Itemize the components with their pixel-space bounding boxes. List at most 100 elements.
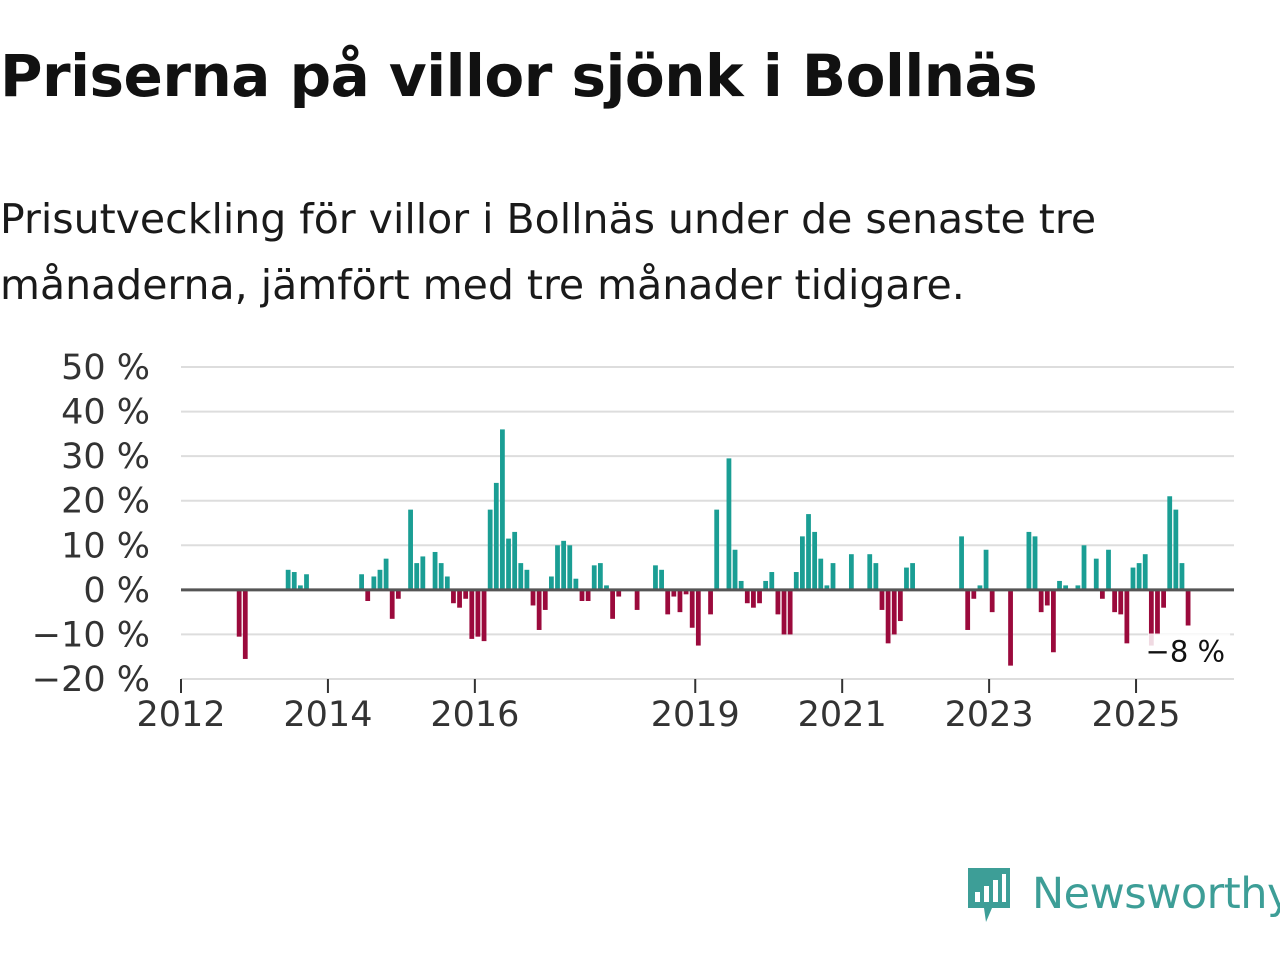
bar bbox=[304, 574, 309, 590]
bar bbox=[738, 580, 744, 590]
bar bbox=[512, 531, 518, 590]
annotations: −20 % −10 %0 % 10 %20 % 30 %40 % 50 % 2012 201… bbox=[32, 348, 1231, 735]
bar-series bbox=[236, 429, 1191, 666]
bar bbox=[506, 538, 511, 590]
bar bbox=[444, 576, 450, 590]
bar bbox=[769, 572, 775, 590]
bar bbox=[420, 556, 426, 590]
bar bbox=[689, 589, 695, 628]
bar bbox=[561, 540, 567, 590]
bar bbox=[989, 589, 995, 613]
bar bbox=[297, 585, 303, 590]
bar bbox=[616, 589, 622, 597]
bar bbox=[1179, 563, 1185, 590]
bar bbox=[469, 589, 475, 639]
bar bbox=[1106, 549, 1111, 590]
bar bbox=[1155, 589, 1160, 635]
bar bbox=[677, 589, 683, 613]
bar bbox=[365, 589, 371, 601]
bar bbox=[549, 576, 554, 590]
bar bbox=[1051, 589, 1056, 653]
bar bbox=[714, 509, 720, 590]
bar bbox=[781, 589, 787, 635]
bar bbox=[291, 572, 297, 590]
bar bbox=[1038, 589, 1044, 613]
x-tick-label: 2025 bbox=[1092, 695, 1181, 735]
x-tick-label: 2021 bbox=[798, 695, 887, 735]
bar bbox=[873, 563, 879, 590]
bar bbox=[708, 589, 713, 615]
bar bbox=[1185, 589, 1191, 626]
bar bbox=[383, 558, 389, 590]
bar bbox=[530, 589, 536, 606]
bar bbox=[1136, 563, 1142, 590]
bar bbox=[1161, 589, 1166, 608]
y-tick-label: 30 % bbox=[61, 437, 150, 477]
bar bbox=[671, 589, 677, 597]
bar bbox=[971, 589, 977, 599]
bar bbox=[463, 589, 469, 599]
x-tick-label: 2023 bbox=[945, 695, 1034, 735]
bar bbox=[787, 589, 793, 635]
bar bbox=[408, 509, 413, 590]
bar bbox=[524, 569, 530, 590]
bar bbox=[1112, 589, 1118, 613]
bar bbox=[1148, 589, 1154, 646]
bar bbox=[1008, 589, 1013, 666]
bar bbox=[965, 589, 971, 630]
gridlines bbox=[181, 366, 1234, 680]
x-tick-label: 2019 bbox=[651, 695, 740, 735]
bar bbox=[591, 565, 597, 590]
y-tick-label: 0 % bbox=[83, 571, 150, 611]
bar bbox=[555, 545, 560, 590]
bar bbox=[977, 585, 983, 590]
bar bbox=[242, 589, 248, 659]
bar bbox=[500, 429, 505, 590]
bar bbox=[438, 563, 444, 590]
bar bbox=[897, 589, 903, 622]
last-value-label: −8 % bbox=[1146, 635, 1226, 669]
bar bbox=[1130, 567, 1136, 590]
bar bbox=[659, 569, 664, 590]
bar bbox=[371, 576, 377, 590]
bar bbox=[830, 563, 836, 590]
bar bbox=[904, 567, 909, 590]
y-tick-label: 40 % bbox=[61, 393, 150, 433]
bar bbox=[542, 589, 548, 610]
bar bbox=[1063, 585, 1069, 590]
bar bbox=[475, 589, 481, 637]
axes bbox=[180, 588, 1234, 693]
bar bbox=[763, 580, 769, 590]
x-tick-label: 2014 bbox=[283, 695, 372, 735]
bar bbox=[1124, 589, 1130, 644]
chart-subtitle: Prisutveckling för villor i Bollnäs unde… bbox=[0, 195, 1097, 309]
bar bbox=[518, 563, 524, 590]
bar bbox=[793, 572, 799, 590]
brand-name: Newsworthy bbox=[1032, 869, 1280, 919]
bar bbox=[1173, 509, 1179, 590]
newsworthy-logo-icon bbox=[968, 868, 1010, 922]
bar bbox=[775, 589, 781, 615]
bar bbox=[959, 536, 964, 590]
newsworthy-logo[interactable]: Newsworthy bbox=[964, 864, 1280, 924]
y-tick-label: −20 % bbox=[32, 660, 150, 700]
bar bbox=[579, 589, 585, 601]
bar bbox=[1032, 536, 1038, 590]
bar bbox=[910, 563, 915, 590]
bar bbox=[1044, 589, 1050, 606]
bar bbox=[451, 589, 456, 604]
bar bbox=[800, 536, 805, 590]
bar bbox=[236, 589, 242, 637]
bar bbox=[604, 585, 609, 590]
bar bbox=[983, 549, 989, 590]
bar bbox=[744, 589, 750, 604]
bar bbox=[885, 589, 891, 644]
bar bbox=[493, 482, 499, 590]
bar bbox=[1118, 589, 1124, 615]
bar bbox=[432, 551, 438, 590]
bar bbox=[359, 574, 364, 590]
bar bbox=[726, 458, 732, 590]
bar bbox=[377, 569, 383, 590]
bar bbox=[732, 549, 738, 590]
bar bbox=[285, 569, 291, 590]
